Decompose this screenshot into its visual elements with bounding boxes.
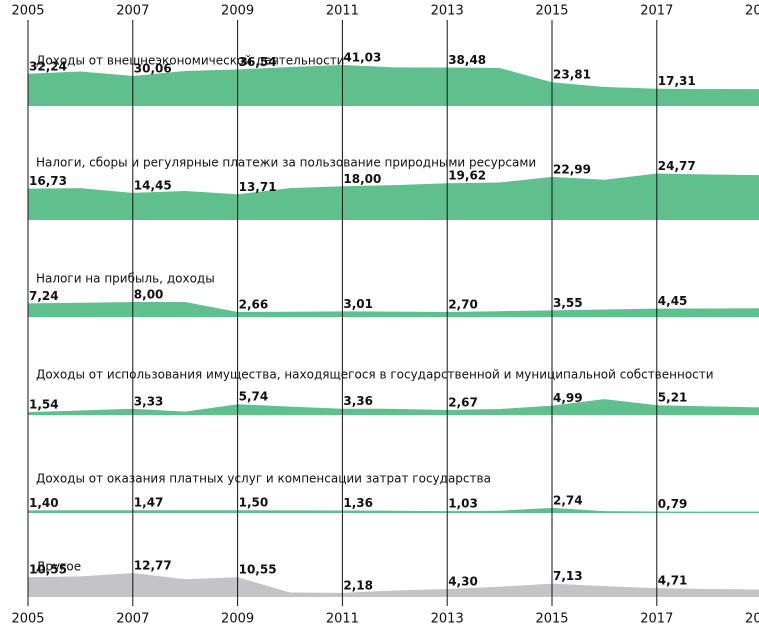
value-label: 2,74 <box>553 493 583 507</box>
value-label: 16,73 <box>29 174 67 188</box>
value-label: 18,00 <box>343 172 381 186</box>
value-label: 3,01 <box>343 297 373 311</box>
x-tick-label-top: 2005 <box>11 4 44 19</box>
area <box>28 302 759 317</box>
area <box>28 507 759 513</box>
x-tick-label-bottom: 2019 <box>745 612 759 627</box>
value-label: 3,33 <box>134 394 164 408</box>
x-tick-label-top: 2015 <box>535 4 568 19</box>
value-label: 2,18 <box>343 578 373 592</box>
value-label: 10,55 <box>239 563 277 577</box>
value-label: 1,40 <box>29 496 59 510</box>
value-label: 7,24 <box>29 289 59 303</box>
value-label: 8,00 <box>134 288 164 302</box>
value-label: 7,13 <box>553 569 583 583</box>
area <box>28 173 759 220</box>
value-label: 4,99 <box>553 391 583 405</box>
x-tick-label-bottom: 2009 <box>221 612 254 627</box>
value-label: 12,77 <box>134 559 172 573</box>
value-label: 24,77 <box>658 159 696 173</box>
x-tick-label-bottom: 2011 <box>326 612 359 627</box>
value-label: 30,06 <box>134 61 172 75</box>
area <box>28 64 759 106</box>
x-tick-label-top: 2009 <box>221 4 254 19</box>
value-label: 2,67 <box>448 395 478 409</box>
series-title: Доходы от оказания платных услуг и компе… <box>36 472 491 486</box>
value-label: 17,31 <box>658 74 696 88</box>
x-tick-label-bottom: 2015 <box>535 612 568 627</box>
value-label: 36,54 <box>239 55 277 69</box>
value-label: 3,55 <box>553 296 583 310</box>
x-tick-label-bottom: 2013 <box>431 612 464 627</box>
x-tick-label-bottom: 2017 <box>640 612 673 627</box>
value-label: 4,71 <box>658 574 688 588</box>
value-label: 2,66 <box>239 298 269 312</box>
value-label: 1,54 <box>29 398 59 412</box>
value-label: 3,36 <box>343 394 373 408</box>
value-label: 14,45 <box>134 178 172 192</box>
x-tick-label-top: 2013 <box>431 4 464 19</box>
value-label: 22,99 <box>553 162 591 176</box>
series-title: Налоги, сборы и регулярные платежи за по… <box>36 156 536 170</box>
value-label: 2,70 <box>448 297 478 311</box>
value-label: 1,50 <box>239 496 269 510</box>
x-tick-label-top: 2019 <box>745 4 759 19</box>
value-label: 1,03 <box>448 497 478 511</box>
value-label: 1,47 <box>134 496 164 510</box>
value-label: 5,74 <box>239 390 269 404</box>
value-label: 32,24 <box>29 59 67 73</box>
value-label: 4,45 <box>658 294 688 308</box>
area <box>28 573 759 597</box>
value-label: 1,36 <box>343 496 373 510</box>
x-tick-label-top: 2017 <box>640 4 673 19</box>
series-title: Налоги на прибыль, доходы <box>36 272 215 286</box>
value-label: 41,03 <box>343 50 381 64</box>
x-tick-label-top: 2011 <box>326 4 359 19</box>
value-label: 0,79 <box>658 497 688 511</box>
value-label: 19,62 <box>448 169 486 183</box>
value-label: 4,30 <box>448 574 478 588</box>
series-title: Другое <box>36 560 81 574</box>
x-tick-label-bottom: 2007 <box>116 612 149 627</box>
value-label: 38,48 <box>448 53 486 67</box>
value-label: 13,71 <box>239 180 277 194</box>
x-tick-label-bottom: 2005 <box>11 612 44 627</box>
series-title: Доходы от внешнеэкономической деятельнос… <box>36 54 344 68</box>
area <box>28 399 759 415</box>
value-label: 5,21 <box>658 391 688 405</box>
value-label: 23,81 <box>553 68 591 82</box>
series-title: Доходы от использования имущества, наход… <box>36 368 714 382</box>
value-label: 10,55 <box>29 563 67 577</box>
x-tick-label-top: 2007 <box>116 4 149 19</box>
